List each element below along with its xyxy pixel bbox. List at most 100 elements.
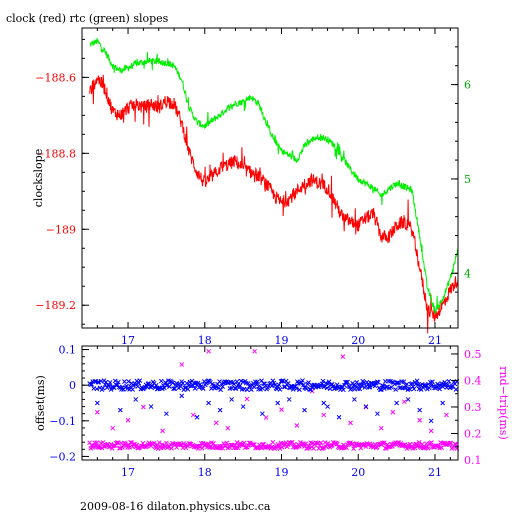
clock-line — [89, 74, 459, 334]
offset-point — [378, 387, 384, 393]
roundtrip-point — [224, 440, 230, 446]
roundtrip-point-outlier — [213, 420, 219, 426]
offset-point — [192, 386, 198, 391]
offset-point — [106, 383, 112, 389]
roundtrip-point — [439, 445, 444, 450]
offset-point — [171, 386, 176, 392]
offset-roundtrip-series — [87, 348, 460, 451]
top-y-axis-label: clockslope — [32, 149, 45, 207]
offset-point-outlier — [302, 407, 307, 413]
offset-point — [446, 378, 452, 384]
offset-point — [244, 387, 250, 393]
offset-point — [301, 382, 306, 388]
roundtrip-point-outlier — [279, 407, 284, 412]
offset-point — [402, 385, 408, 391]
roundtrip-point — [311, 446, 317, 451]
offset-point — [422, 383, 428, 389]
offset-point — [237, 383, 243, 388]
roundtrip-point-outlier — [110, 425, 116, 431]
offset-point-outlier — [325, 404, 330, 409]
offset-point — [293, 386, 299, 391]
offset-point — [145, 381, 151, 387]
offset-point-outlier — [352, 397, 357, 402]
roundtrip-point — [276, 443, 282, 449]
roundtrip-point — [199, 445, 205, 451]
roundtrip-point — [128, 440, 133, 445]
offset-point — [233, 386, 239, 391]
roundtrip-point-outlier — [206, 348, 211, 354]
roundtrip-point — [156, 440, 162, 445]
offset-point — [234, 379, 240, 384]
bottom-axes: 17 18 19 20 21 0.1 0 −0.1 −0.2 0.1 0.2 0.3 0.4 0.5 — [49, 344, 481, 479]
offset-point-outlier — [440, 400, 446, 406]
x-tick-label: 18 — [198, 466, 212, 479]
offset-point — [272, 382, 278, 388]
offset-point — [365, 382, 371, 387]
offset-point — [269, 383, 275, 389]
roundtrip-point — [429, 440, 434, 445]
offset-point — [404, 381, 410, 387]
offset-point — [411, 386, 417, 392]
roundtrip-point-outlier — [294, 423, 300, 428]
offset-point-outlier — [133, 397, 139, 402]
roundtrip-point-outlier — [179, 362, 185, 367]
offset-point — [281, 384, 287, 390]
offset-point — [380, 383, 386, 389]
offset-point-outlier — [206, 400, 211, 406]
offset-point — [158, 378, 164, 384]
roundtrip-point — [303, 441, 308, 447]
roundtrip-point-outlier — [444, 412, 449, 418]
offset-point-outlier — [229, 397, 234, 402]
top-plot-frame — [81, 27, 459, 329]
offset-point-outlier — [179, 393, 185, 399]
bottom-panel: 17 18 19 20 21 0.1 0 −0.1 −0.2 0.1 0.2 0.3 0.4 0.5 of… — [34, 344, 510, 479]
offset-point — [172, 386, 177, 392]
y-tick-label: 0.4 — [464, 374, 482, 387]
offset-point-outlier — [118, 407, 123, 413]
x-tick-label: 21 — [428, 466, 442, 479]
offset-point — [100, 385, 106, 391]
offset-point — [409, 381, 415, 386]
roundtrip-point — [372, 442, 378, 447]
roundtrip-point — [436, 443, 441, 448]
offset-point — [254, 382, 259, 387]
roundtrip-point-outlier — [125, 417, 131, 423]
roundtrip-point — [140, 440, 146, 446]
offset-point-outlier — [428, 418, 434, 424]
offset-point — [200, 386, 206, 391]
offset-point — [357, 386, 363, 392]
roundtrip-point-outlier — [378, 425, 384, 431]
offset-point-outlier — [286, 397, 292, 402]
offset-point — [354, 379, 360, 385]
offset-point — [345, 379, 350, 385]
offset-point — [395, 380, 400, 386]
offset-point-outlier — [336, 414, 342, 420]
roundtrip-point-outlier — [348, 420, 353, 426]
bottom-plot-frame — [81, 345, 459, 461]
roundtrip-point — [270, 439, 276, 445]
roundtrip-point-outlier — [417, 417, 422, 423]
offset-point-outlier — [194, 414, 200, 420]
rtc-line — [89, 38, 459, 314]
offset-point — [122, 379, 127, 384]
offset-point — [164, 382, 169, 388]
roundtrip-point-outlier — [321, 412, 327, 418]
offset-point — [95, 379, 101, 385]
roundtrip-point-outlier — [94, 409, 100, 415]
y-tick-label: −0.2 — [49, 450, 76, 463]
offset-point-outlier — [321, 400, 327, 406]
roundtrip-point-outlier — [428, 428, 434, 434]
chart-title: clock (red) rtc (green) slopes — [6, 12, 169, 25]
roundtrip-point-outlier — [160, 428, 165, 434]
top-axes: 17 18 19 20 21 −188.6 −188.8 −189 −189.2 4 5 6 — [35, 27, 471, 347]
offset-point — [430, 379, 435, 385]
offset-point — [381, 386, 387, 391]
y-tick-label: 0.1 — [464, 454, 482, 467]
offset-point-outlier — [148, 404, 154, 409]
offset-point-outlier — [240, 404, 246, 409]
offset-point — [372, 383, 378, 389]
offset-point-outlier — [363, 404, 369, 409]
offset-point — [167, 384, 172, 389]
offset-point — [279, 378, 285, 384]
